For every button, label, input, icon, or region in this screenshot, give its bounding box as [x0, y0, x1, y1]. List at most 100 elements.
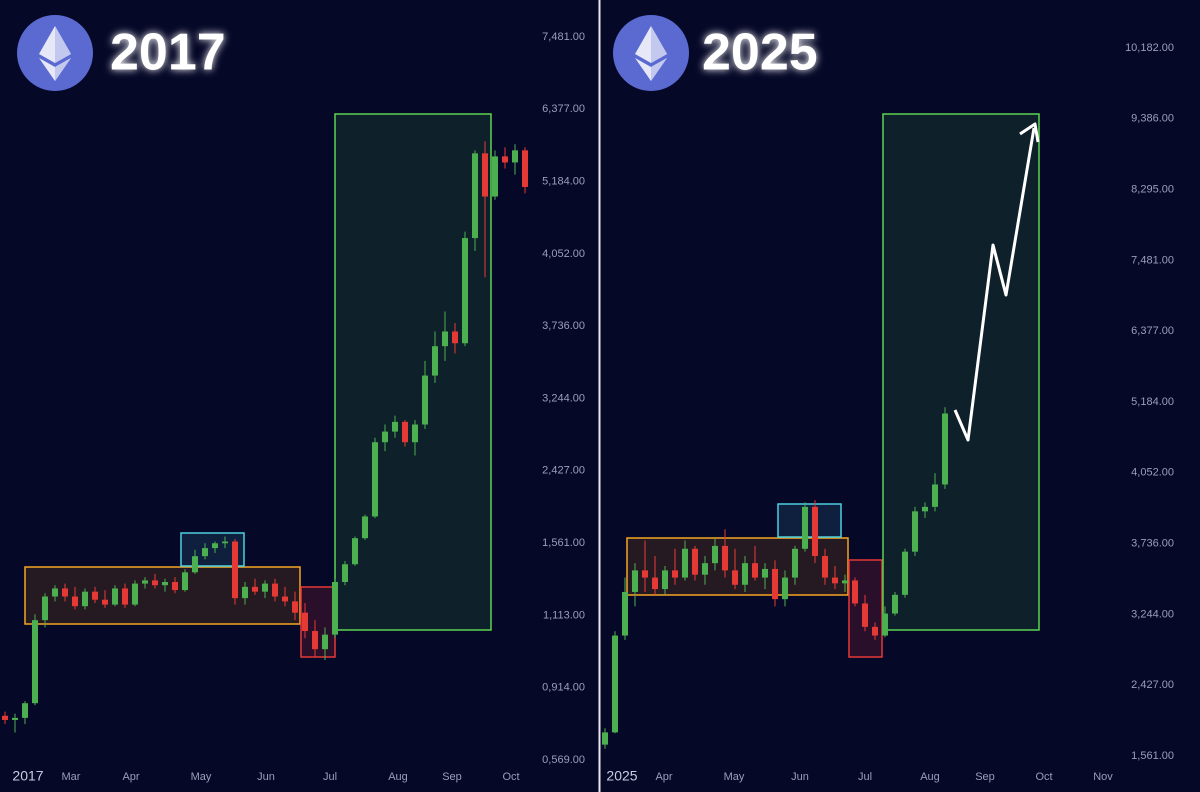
y-tick-label: 5,184.00: [542, 176, 585, 188]
candle-body: [442, 331, 448, 347]
candle-body: [142, 580, 148, 584]
candle-body: [482, 153, 488, 197]
y-tick-label: 4,052.00: [1131, 467, 1174, 479]
candle-body: [932, 484, 938, 507]
candle-body: [292, 601, 298, 613]
candle-body: [432, 346, 438, 376]
candle-body: [412, 424, 418, 443]
candle-body: [262, 583, 268, 592]
candle-body: [862, 603, 868, 627]
candle-body: [362, 516, 368, 539]
candle-body: [852, 580, 858, 604]
y-tick-label: 1,561.00: [1131, 750, 1174, 762]
candle-body: [722, 545, 728, 571]
candle-body: [222, 541, 228, 544]
candle-body: [812, 506, 818, 556]
x-tick-label: Nov: [1093, 771, 1113, 783]
candle-body: [632, 570, 638, 592]
x-tick-label: Sep: [975, 771, 995, 783]
breakout-zone: [777, 503, 842, 538]
candle-body: [682, 548, 688, 578]
candle-body: [112, 588, 118, 605]
candle-body: [472, 153, 478, 239]
candle-body: [2, 715, 8, 720]
x-tick-label: Oct: [1035, 771, 1052, 783]
candle-body: [212, 543, 218, 549]
candle-body: [792, 548, 798, 578]
candle-body: [172, 581, 178, 591]
candle-body: [702, 563, 708, 575]
y-tick-label: 3,244.00: [1131, 608, 1174, 620]
candle-body: [882, 613, 888, 636]
y-tick-label: 1,561.00: [542, 537, 585, 549]
candle-body: [902, 551, 908, 595]
y-tick-label: 3,736.00: [1131, 538, 1174, 550]
candle-body: [672, 570, 678, 578]
candle-body: [22, 703, 28, 718]
y-tick-label: 2,427.00: [542, 465, 585, 477]
candle-body: [372, 442, 378, 517]
candle-body: [302, 612, 308, 632]
eth-logo: [17, 15, 93, 91]
x-tick-label: 2017: [12, 768, 43, 784]
x-tick-label: 2025: [606, 768, 637, 784]
candle-body: [692, 548, 698, 575]
x-tick-label: Aug: [920, 771, 940, 783]
candle-body: [662, 570, 668, 590]
candle-body: [92, 591, 98, 600]
candle-body: [102, 599, 108, 605]
y-tick-label: 2,427.00: [1131, 679, 1174, 691]
x-tick-label: Oct: [502, 771, 519, 783]
x-tick-label: Jul: [858, 771, 872, 783]
candle-body: [612, 635, 618, 733]
candle-body: [512, 150, 518, 163]
range-zone: [24, 566, 301, 625]
candle-body: [162, 581, 168, 586]
candle-body: [602, 732, 608, 745]
rally-zone: [334, 113, 492, 631]
rally-zone: [882, 113, 1040, 631]
candle-body: [922, 506, 928, 512]
y-tick-label: 10,182.00: [1125, 42, 1174, 54]
y-tick-label: 4,052.00: [542, 248, 585, 260]
chart-title: 2017: [110, 24, 226, 82]
y-tick-label: 7,481.00: [542, 31, 585, 43]
x-tick-label: May: [724, 771, 745, 783]
x-tick-label: Sep: [442, 771, 462, 783]
candle-body: [872, 626, 878, 636]
candle-body: [712, 545, 718, 564]
candle-body: [202, 548, 208, 557]
candle-body: [462, 238, 468, 344]
y-tick-label: 0,914.00: [542, 682, 585, 694]
x-tick-label: May: [191, 771, 212, 783]
candle-body: [802, 506, 808, 549]
candle-body: [942, 413, 948, 485]
x-tick-label: Aug: [388, 771, 408, 783]
candle-body: [132, 583, 138, 605]
x-tick-label: Apr: [655, 771, 672, 783]
candle-body: [402, 421, 408, 443]
candle-body: [422, 375, 428, 425]
candle-body: [892, 594, 898, 614]
candle-body: [322, 634, 328, 650]
candle-body: [52, 588, 58, 597]
candle-body: [192, 556, 198, 573]
x-tick-label: Apr: [122, 771, 139, 783]
candle-body: [452, 331, 458, 344]
y-tick-label: 6,377.00: [542, 103, 585, 115]
candle-body: [622, 591, 628, 636]
candle-body: [42, 596, 48, 621]
candle-body: [382, 431, 388, 443]
candle-body: [272, 583, 278, 597]
y-tick-label: 3,244.00: [542, 392, 585, 404]
candle-body: [742, 563, 748, 585]
candle-body: [232, 541, 238, 599]
candle-body: [252, 586, 258, 592]
x-tick-label: Jul: [323, 771, 337, 783]
y-tick-label: 5,184.00: [1131, 396, 1174, 408]
arrow-head: [1019, 122, 1040, 143]
candle-body: [242, 586, 248, 599]
y-tick-label: 7,481.00: [1131, 254, 1174, 266]
candle-body: [522, 150, 528, 187]
